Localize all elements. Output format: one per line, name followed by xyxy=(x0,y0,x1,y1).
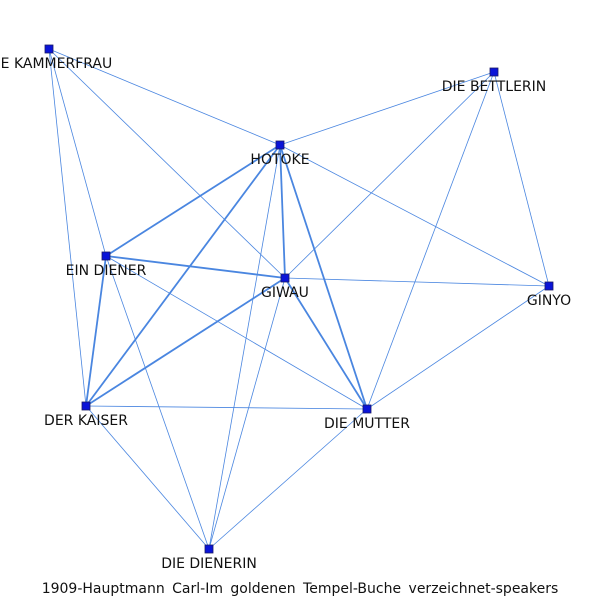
graph-caption: 1909-Hauptmann Carl-Im goldenen Tempel-B… xyxy=(41,581,559,597)
edge-diener-dienerin xyxy=(105,255,210,550)
node-label-diener: EIN DIENER xyxy=(66,263,147,279)
node-ginyo[interactable] xyxy=(544,281,554,291)
edge-hotoke-giwau xyxy=(279,144,286,279)
edge-kammerfrau-diener xyxy=(48,48,107,257)
node-giwau[interactable] xyxy=(280,273,290,283)
edge-kammerfrau-giwau xyxy=(48,48,286,279)
edge-giwau-kaiser xyxy=(85,277,286,407)
edge-kammerfrau-hotoke xyxy=(48,48,281,146)
node-kaiser[interactable] xyxy=(81,401,91,411)
edge-hotoke-mutter xyxy=(279,144,368,410)
edge-giwau-ginyo xyxy=(284,277,550,287)
edge-bettlerin-hotoke xyxy=(279,71,495,146)
node-label-bettlerin: DIE BETTLERIN xyxy=(442,79,547,95)
label-layer: DIE KAMMERFRAU DIE BETTLERIN HOTOKE EIN DIE… xyxy=(0,56,571,572)
edge-bettlerin-mutter xyxy=(366,71,495,410)
node-label-hotoke: HOTOKE xyxy=(250,152,309,168)
node-label-kaiser: DER KAISER xyxy=(44,413,128,429)
edge-hotoke-dienerin xyxy=(208,144,281,550)
node-label-ginyo: GINYO xyxy=(527,293,571,309)
edge-diener-mutter xyxy=(105,255,368,410)
node-mutter[interactable] xyxy=(362,404,372,414)
edge-kaiser-mutter xyxy=(85,405,368,410)
node-dienerin[interactable] xyxy=(204,544,214,554)
edge-bettlerin-giwau xyxy=(284,71,495,279)
edge-diener-kaiser xyxy=(85,255,107,407)
edge-bettlerin-ginyo xyxy=(493,71,550,287)
node-layer xyxy=(44,44,554,554)
edge-ginyo-mutter xyxy=(366,285,550,410)
edge-giwau-dienerin xyxy=(208,277,286,550)
node-label-dienerin: DIE DIENERIN xyxy=(161,556,257,572)
edge-kammerfrau-kaiser xyxy=(48,48,87,407)
edge-mutter-dienerin xyxy=(208,408,368,550)
edge-giwau-mutter xyxy=(284,277,368,410)
node-kammerfrau[interactable] xyxy=(44,44,54,54)
edge-hotoke-diener xyxy=(105,144,281,257)
edge-layer xyxy=(48,48,550,550)
node-label-mutter: DIE MUTTER xyxy=(324,416,410,432)
node-diener[interactable] xyxy=(101,251,111,261)
edge-hotoke-kaiser xyxy=(85,144,281,407)
edge-kaiser-dienerin xyxy=(85,405,210,550)
edge-diener-giwau xyxy=(105,255,286,279)
edge-hotoke-ginyo xyxy=(279,144,550,287)
node-hotoke[interactable] xyxy=(275,140,285,150)
node-label-giwau: GIWAU xyxy=(261,285,309,301)
node-bettlerin[interactable] xyxy=(489,67,499,77)
node-label-kammerfrau: DIE KAMMERFRAU xyxy=(0,56,112,72)
